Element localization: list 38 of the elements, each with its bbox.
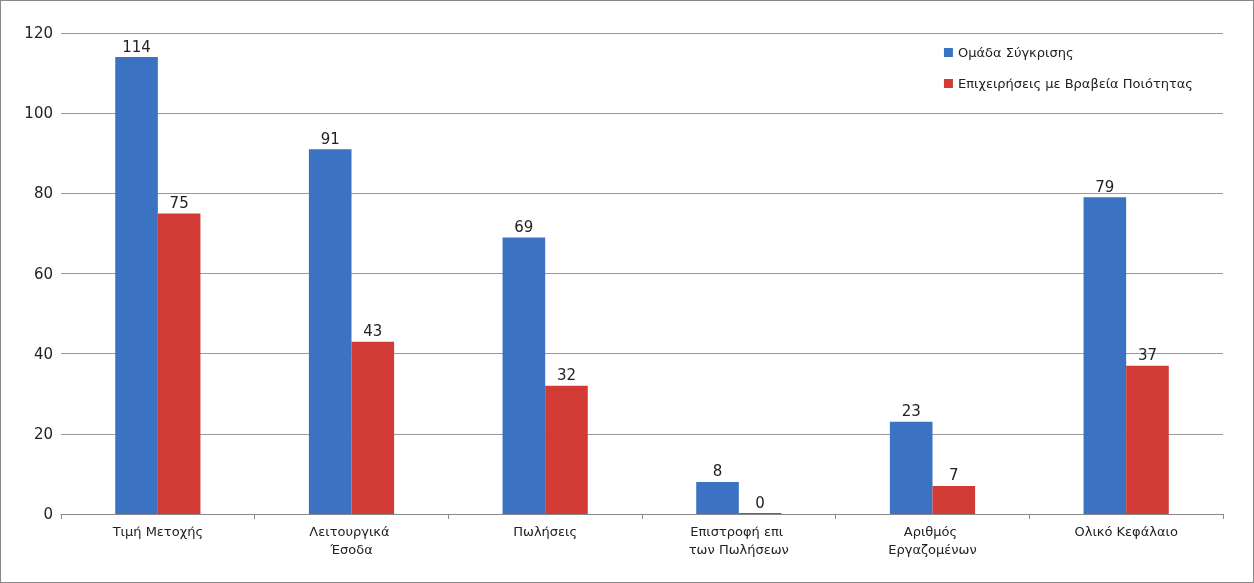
data-label: 75 bbox=[169, 193, 189, 212]
data-label: 37 bbox=[1137, 346, 1158, 365]
bar bbox=[932, 485, 976, 514]
data-label: 0 bbox=[755, 493, 765, 512]
x-tick-label: Τιμή Μετοχής bbox=[111, 523, 204, 539]
y-tick-label: 60 bbox=[33, 264, 53, 283]
x-tick-label: Επιστροφή επι των Πωλήσεων bbox=[688, 523, 789, 557]
data-label: 69 bbox=[514, 217, 534, 236]
legend-label: Επιχειρήσεις με Βραβεία Ποιότητας bbox=[957, 76, 1193, 91]
x-tick-label: Λειτουργικά Έσοδα bbox=[309, 523, 394, 557]
bar bbox=[889, 421, 933, 514]
data-label: 32 bbox=[556, 366, 577, 385]
bar bbox=[157, 213, 201, 514]
data-label: 79 bbox=[1095, 177, 1115, 196]
y-tick-label: 120 bbox=[24, 24, 53, 42]
bar bbox=[545, 385, 588, 514]
bar bbox=[502, 237, 546, 514]
x-tick-label: Πωλήσεις bbox=[513, 523, 578, 539]
bar bbox=[696, 481, 739, 514]
bar bbox=[115, 57, 158, 514]
y-tick-label: 20 bbox=[33, 424, 53, 443]
data-label: 8 bbox=[712, 462, 723, 481]
x-tick-label: Ολικό Κεφάλαιο bbox=[1074, 523, 1178, 539]
y-tick-label: 0 bbox=[43, 505, 53, 523]
bar bbox=[351, 341, 395, 514]
bar bbox=[308, 149, 352, 514]
x-tick-label: Αριθμός Εργαζομένων bbox=[888, 523, 977, 557]
bar bbox=[1126, 365, 1169, 514]
data-label: 43 bbox=[363, 322, 383, 341]
y-tick-label: 40 bbox=[33, 344, 53, 363]
y-tick-label: 80 bbox=[33, 184, 53, 203]
y-tick-label: 100 bbox=[24, 104, 53, 123]
data-label: 7 bbox=[949, 466, 959, 485]
bar bbox=[1083, 197, 1127, 514]
data-label: 23 bbox=[901, 402, 921, 421]
legend-label: Ομάδα Σύγκρισης bbox=[957, 45, 1074, 60]
data-label: 114 bbox=[122, 37, 151, 56]
data-label: 91 bbox=[320, 129, 340, 148]
